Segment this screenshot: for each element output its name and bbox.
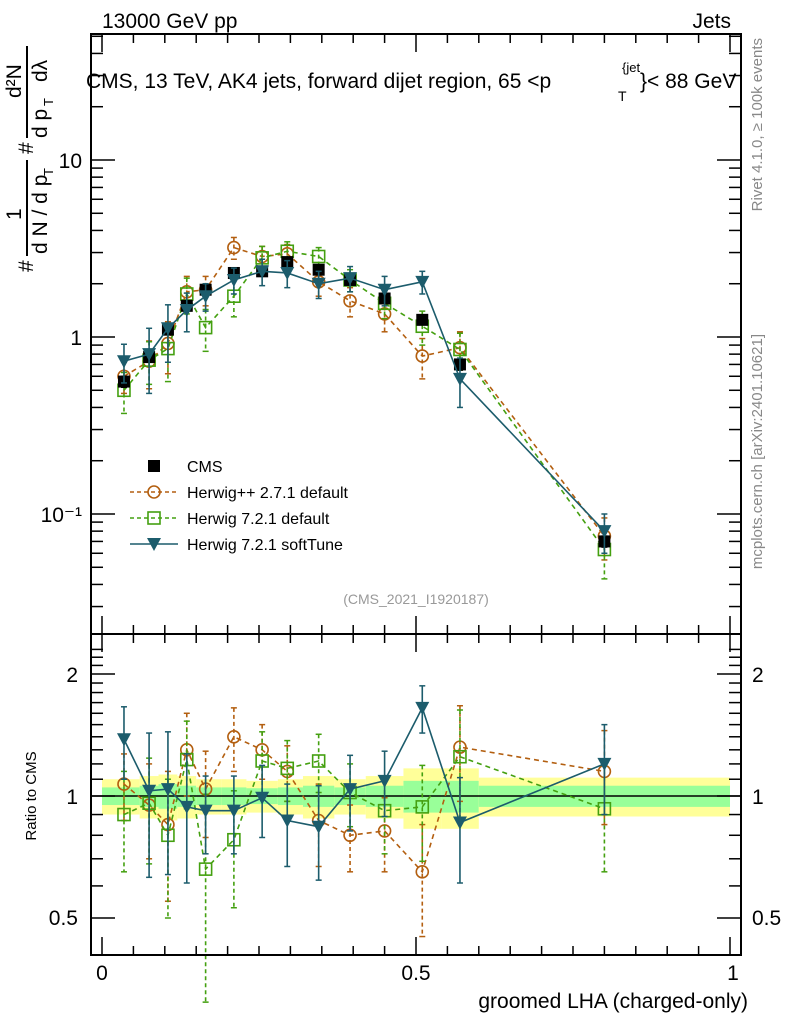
analysis-watermark: (CMS_2021_I1920187) xyxy=(343,591,489,607)
ratio-series-herwig-7-2-1-softtune-point xyxy=(226,804,241,818)
main-series-herwig-7-2-1-softtune-point xyxy=(160,322,175,336)
ratio-ytick-label-1: 1 xyxy=(66,786,78,809)
ratio-series-herwig-2-7-1-default-line xyxy=(123,735,605,874)
ratio-series-herwig-7-2-1-softtune-point xyxy=(597,757,612,771)
legend-item: Herwig 7.2.1 default xyxy=(130,511,330,528)
ratio-series-herwig-7-2-1-softtune-point xyxy=(377,774,392,788)
svg-text:T: T xyxy=(41,168,56,176)
ratio-series-herwig-7-2-1-default-point xyxy=(453,749,467,764)
ratio-series-herwig-7-2-1-softtune-point xyxy=(415,701,430,715)
main-series-herwig-7-2-1-softtune-point xyxy=(343,272,358,286)
ratio-series-herwig-7-2-1-default-point xyxy=(198,862,213,876)
svg-text:1: 1 xyxy=(3,208,26,220)
main-series-herwig-7-2-1-default-point xyxy=(311,249,326,264)
main-series-herwig-7-2-1-softtune-point xyxy=(377,283,392,297)
legend-label: Herwig 7.2.1 default xyxy=(187,511,330,528)
ratio-ytick-label-right-2: 2 xyxy=(752,664,764,687)
plot-title-sup: {jet xyxy=(622,60,640,75)
legend-label: CMS xyxy=(187,459,223,476)
ratio-series-herwig-7-2-1-softtune-point xyxy=(116,733,131,747)
main-series-herwig-2-7-1-default-point xyxy=(227,240,241,255)
svg-text:d²N: d²N xyxy=(3,64,26,98)
legend-marker xyxy=(147,485,161,499)
main-panel: CMS, 13 TeV, AK4 jets, forward dijet reg… xyxy=(3,33,742,635)
ratio-series-herwig-7-2-1-softtune-point xyxy=(160,783,175,797)
legend-marker xyxy=(147,538,161,551)
ratio-ytick-label-0.5: 0.5 xyxy=(49,907,78,930)
main-series-cms-point xyxy=(416,313,429,326)
main-series-herwig-7-2-1-softtune-point xyxy=(415,275,430,289)
main-series-herwig-7-2-1-softtune-point xyxy=(597,525,612,539)
ratio-ytick-label-2: 2 xyxy=(66,664,78,687)
y-axis-label: # 1 d N / d p T # d²N d p T dλ xyxy=(3,46,56,272)
legend-item: CMS xyxy=(148,459,223,476)
main-series-herwig-2-7-1-default-point xyxy=(415,349,430,363)
rivet-label: Rivet 4.1.0, ≥ 100k events xyxy=(749,38,766,211)
legend-item: Herwig 7.2.1 softTune xyxy=(130,537,343,554)
main-series-herwig-7-2-1-softtune-point xyxy=(452,372,467,386)
ratio-series-herwig-2-7-1-default-point xyxy=(415,865,430,879)
ratio-series-herwig-7-2-1-softtune-point xyxy=(311,820,326,834)
main-series-herwig-7-2-1-softtune-point xyxy=(142,348,157,362)
main-series-herwig-2-7-1-default-point xyxy=(343,294,357,308)
svg-text:T: T xyxy=(41,98,56,106)
main-series-herwig-7-2-1-softtune-point xyxy=(280,266,295,280)
ratio-series-herwig-2-7-1-default-point xyxy=(377,824,392,838)
xtick-label-0.5: 0.5 xyxy=(401,962,430,985)
svg-text:d p: d p xyxy=(29,109,52,138)
ratio-series-herwig-7-2-1-default-point xyxy=(415,800,430,814)
ratio-series-herwig-7-2-1-softtune-point xyxy=(255,791,270,805)
svg-text:dλ: dλ xyxy=(29,59,52,82)
ytick-label-0.1: 10⁻¹ xyxy=(41,504,82,527)
legend-label: Herwig 7.2.1 softTune xyxy=(187,537,343,554)
legend-marker xyxy=(147,511,161,525)
main-series-herwig-7-2-1-default-point xyxy=(198,320,213,335)
ratio-series-herwig-7-2-1-softtune-point xyxy=(452,816,467,830)
svg-text:#: # xyxy=(15,260,38,272)
header-right: Jets xyxy=(692,10,731,33)
ratio-ytick-label-right-1: 1 xyxy=(752,786,764,809)
ratio-ytick-label-right-0.5: 0.5 xyxy=(752,907,781,930)
ytick-label-10: 10 xyxy=(59,150,82,173)
plot-title-tail: }< 88 GeV xyxy=(640,70,736,93)
main-series-herwig-7-2-1-softtune-point xyxy=(116,355,131,369)
ratio-panel: 2 1 0.5 2 1 0.5 Ratio to CMS 0 0.5 1 gro… xyxy=(23,633,781,1013)
ratio-series-herwig-7-2-1-default-point xyxy=(117,807,131,822)
ratio-y-axis-label: Ratio to CMS xyxy=(23,751,40,840)
main-series-cms-point xyxy=(312,263,325,276)
legend: CMS Herwig++ 2.7.1 default Herwig 7.2.1 de… xyxy=(130,459,349,554)
ratio-series-herwig-7-2-1-softtune-point xyxy=(343,783,358,797)
main-series-herwig-7-2-1-softtune-point xyxy=(255,265,270,279)
ratio-series-herwig-7-2-1-softtune-point xyxy=(142,784,157,798)
ratio-series-herwig-7-2-1-softtune-point xyxy=(280,814,295,828)
ratio-series-herwig-7-2-1-default-point xyxy=(311,754,326,768)
legend-label: Herwig++ 2.7.1 default xyxy=(187,485,349,502)
ratio-series-herwig-2-7-1-default-point xyxy=(227,729,241,744)
ratio-series-herwig-7-2-1-softtune-point xyxy=(179,800,194,814)
main-series-herwig-7-2-1-default-point xyxy=(453,342,467,357)
svg-text:#: # xyxy=(15,142,38,154)
ratio-series-herwig-7-2-1-softtune-point xyxy=(198,804,213,818)
svg-text:d N / d p: d N / d p xyxy=(29,175,52,254)
x-axis-label: groomed LHA (charged-only) xyxy=(478,990,748,1013)
mcplots-label: mcplots.cern.ch [arXiv:2401.10621] xyxy=(749,334,766,569)
ytick-label-1: 1 xyxy=(70,327,82,350)
xtick-label-1: 1 xyxy=(727,962,739,985)
legend-marker xyxy=(148,460,160,472)
xtick-label-0: 0 xyxy=(96,962,108,985)
main-series-herwig-7-2-1-default-line xyxy=(123,250,606,550)
main-series-herwig-7-2-1-softtune-point xyxy=(198,290,213,304)
plot-title: CMS, 13 TeV, AK4 jets, forward dijet reg… xyxy=(86,70,551,93)
main-series-herwig-7-2-1-softtune-point xyxy=(179,304,194,318)
legend-item: Herwig++ 2.7.1 default xyxy=(130,485,349,502)
plot-title-sub: T xyxy=(618,88,627,104)
main-series-herwig-7-2-1-softtune-point xyxy=(226,273,241,287)
ratio-series-herwig-7-2-1-softtune-line xyxy=(123,705,605,828)
main-series-herwig-7-2-1-softtune-point xyxy=(311,277,326,291)
header-left: 13000 GeV pp xyxy=(102,10,237,33)
ratio-series-herwig-7-2-1-default-point xyxy=(280,761,295,776)
